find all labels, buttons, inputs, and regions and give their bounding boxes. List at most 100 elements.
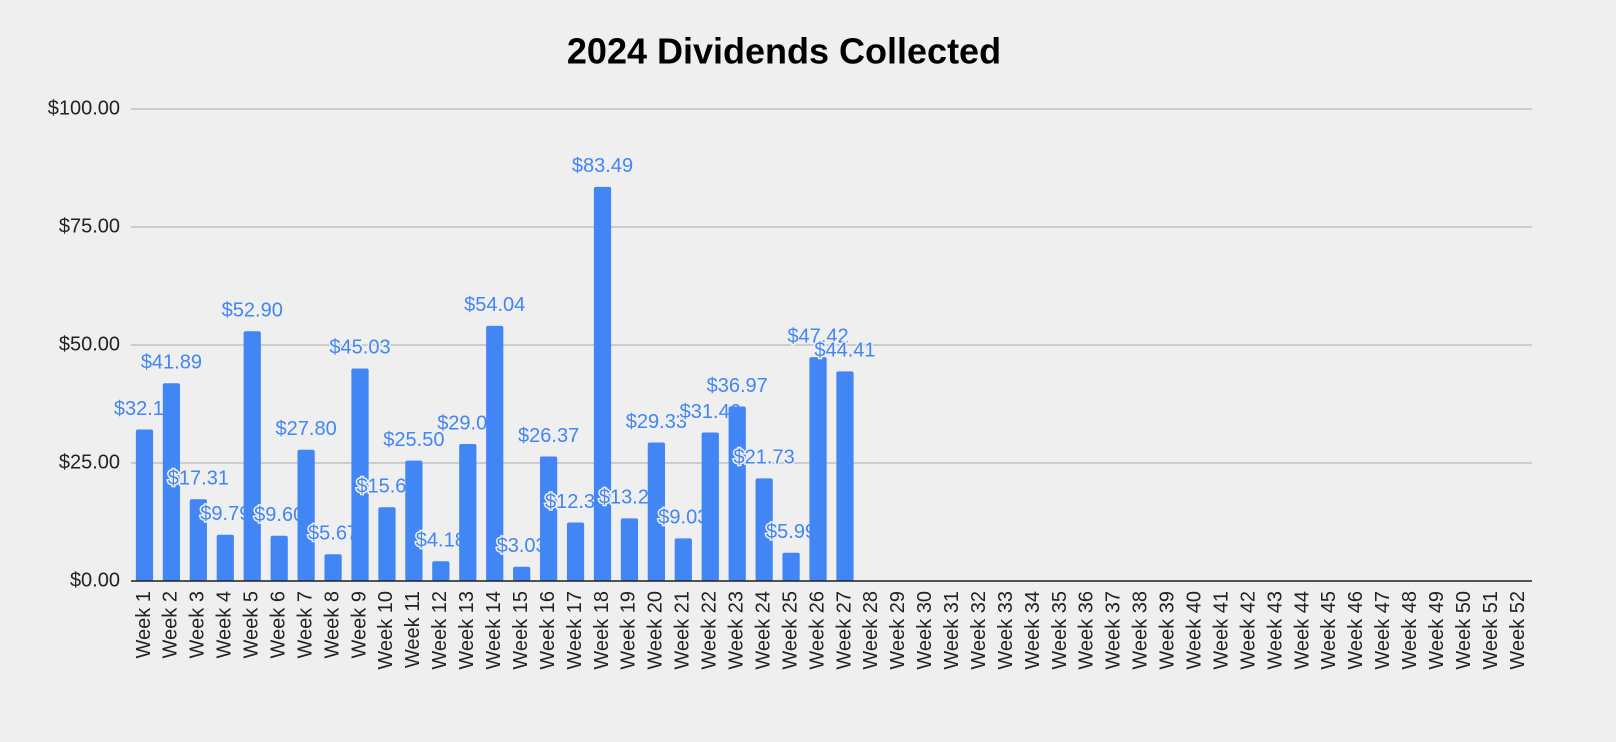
x-tick-label: Week 3: [187, 591, 209, 658]
x-tick-label: Week 35: [1049, 591, 1071, 670]
bar: [755, 478, 773, 581]
x-tick-label: Week 16: [537, 591, 559, 670]
value-label: $45.03: [329, 337, 390, 359]
value-label: $21.73: [734, 447, 795, 469]
x-tick-label: Week 17: [564, 591, 586, 670]
x-tick-label: Week 31: [941, 591, 963, 670]
x-tick-label: Week 49: [1426, 591, 1448, 670]
x-tick-label: Week 45: [1318, 591, 1340, 670]
bar: [539, 456, 558, 581]
x-tick-label: Week 33: [995, 591, 1017, 670]
x-tick-label: Week 22: [699, 591, 721, 670]
bar: [432, 561, 450, 581]
value-label: $29.33: [626, 411, 687, 433]
x-tick-label: Week 32: [968, 591, 990, 670]
value-label: $26.37: [518, 425, 579, 447]
value-label: $54.04: [464, 294, 525, 316]
bar: [809, 357, 827, 581]
bar: [162, 383, 181, 581]
x-tick-label: Week 10: [375, 591, 397, 670]
y-tick-label: $0.00: [70, 569, 120, 591]
value-label: $27.80: [276, 418, 337, 440]
chart-title: 2024 Dividends Collected: [567, 31, 1001, 72]
x-tick-label: Week 26: [806, 591, 828, 670]
x-tick-label: Week 8: [321, 591, 343, 658]
x-tick-label: Week 38: [1130, 591, 1152, 670]
y-tick-label: $100.00: [48, 97, 120, 119]
bar: [513, 566, 531, 581]
bar: [566, 522, 585, 581]
x-tick-label: Week 29: [887, 591, 909, 670]
bar: [378, 507, 396, 581]
bar: [620, 518, 639, 581]
bar: [674, 538, 692, 581]
bar: [189, 499, 207, 581]
x-tick-label: Week 4: [214, 591, 236, 658]
bar: [701, 432, 719, 581]
x-tick-label: Week 27: [833, 591, 855, 670]
x-tick-label: Week 7: [294, 591, 316, 658]
x-tick-label: Week 34: [1022, 591, 1044, 670]
y-tick-label: $75.00: [59, 215, 120, 237]
x-tick-label: Week 18: [591, 591, 613, 670]
x-tick-label: Week 44: [1291, 591, 1313, 670]
value-label: $4.18: [416, 530, 466, 552]
x-tick-label: Week 28: [860, 591, 882, 670]
value-label: $9.79: [200, 503, 250, 525]
value-label: $3.03: [497, 535, 547, 557]
bar: [728, 406, 746, 581]
x-tick-label: Week 40: [1184, 591, 1206, 670]
x-tick-label: Week 48: [1399, 591, 1421, 670]
x-tick-label: Week 1: [133, 591, 155, 658]
x-tick-label: Week 41: [1210, 591, 1232, 670]
value-label: $9.03: [658, 507, 708, 529]
y-tick-label: $25.00: [59, 451, 120, 473]
x-tick-label: Week 42: [1237, 591, 1259, 670]
value-label: $41.89: [141, 352, 202, 374]
x-tick-label: Week 47: [1372, 591, 1394, 670]
value-label: $83.49: [572, 155, 633, 177]
value-label: $9.60: [254, 504, 304, 526]
x-tick-label: Week 12: [429, 591, 451, 670]
x-tick-label: Week 39: [1157, 591, 1179, 670]
bar: [243, 331, 261, 581]
x-tick-label: Week 9: [348, 591, 370, 658]
value-label: $5.99: [766, 521, 816, 543]
value-label: $36.97: [707, 375, 768, 397]
bar: [270, 535, 288, 581]
x-tick-label: Week 50: [1453, 591, 1475, 670]
x-tick-label: Week 5: [241, 591, 263, 658]
bar: [216, 534, 234, 581]
value-label: $47.42: [787, 325, 848, 347]
bar: [324, 554, 342, 581]
x-tick-label: Week 23: [725, 591, 747, 670]
y-tick-label: $50.00: [59, 333, 120, 355]
bar: [297, 449, 315, 581]
x-tick-label: Week 15: [510, 591, 532, 670]
x-tick-label: Week 43: [1264, 591, 1286, 670]
x-tick-label: Week 46: [1345, 591, 1367, 670]
value-label: $25.50: [383, 429, 444, 451]
x-tick-label: Week 21: [672, 591, 694, 670]
bar: [459, 443, 477, 581]
x-tick-label: Week 37: [1103, 591, 1125, 670]
x-tick-label: Week 6: [267, 591, 289, 658]
value-label: $52.90: [222, 300, 283, 322]
x-tick-label: Week 2: [160, 591, 182, 658]
x-tick-label: Week 25: [779, 591, 801, 670]
x-tick-label: Week 51: [1480, 591, 1502, 670]
bar: [647, 442, 665, 581]
x-tick-label: Week 11: [402, 591, 424, 668]
bar: [782, 552, 800, 581]
x-tick-label: Week 36: [1076, 591, 1098, 670]
value-label: $17.31: [168, 468, 229, 490]
x-tick-label: Week 52: [1507, 591, 1529, 670]
bar: [593, 186, 612, 582]
x-tick-label: Week 20: [645, 591, 667, 670]
bar: [351, 368, 369, 581]
value-label: $44.41: [814, 340, 875, 362]
bar: [486, 325, 504, 581]
bar: [405, 460, 423, 581]
x-tick-label: Week 13: [456, 591, 478, 670]
